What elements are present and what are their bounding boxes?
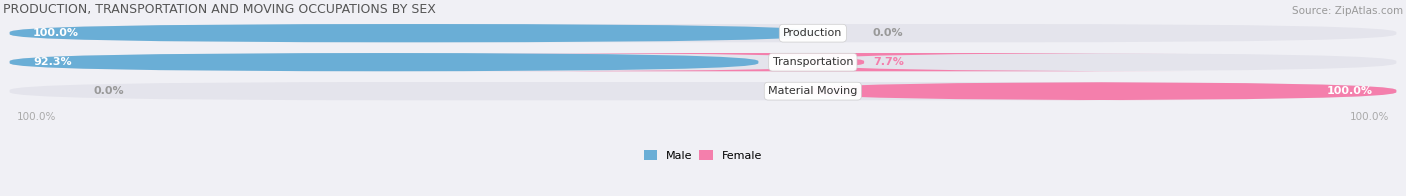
FancyBboxPatch shape: [10, 24, 820, 42]
FancyBboxPatch shape: [479, 53, 1191, 71]
FancyBboxPatch shape: [10, 53, 1396, 71]
Text: PRODUCTION, TRANSPORTATION AND MOVING OCCUPATIONS BY SEX: PRODUCTION, TRANSPORTATION AND MOVING OC…: [3, 3, 436, 16]
Text: 0.0%: 0.0%: [94, 86, 125, 96]
Text: 100.0%: 100.0%: [32, 28, 79, 38]
Legend: Male, Female: Male, Female: [640, 146, 766, 165]
FancyBboxPatch shape: [10, 82, 1396, 100]
Text: Source: ZipAtlas.com: Source: ZipAtlas.com: [1292, 6, 1403, 16]
Text: 100.0%: 100.0%: [17, 112, 56, 122]
FancyBboxPatch shape: [806, 82, 1396, 100]
FancyBboxPatch shape: [10, 24, 1396, 42]
Text: Production: Production: [783, 28, 842, 38]
Text: Material Moving: Material Moving: [768, 86, 858, 96]
Text: 0.0%: 0.0%: [873, 28, 903, 38]
Text: 100.0%: 100.0%: [1327, 86, 1374, 96]
Text: 92.3%: 92.3%: [32, 57, 72, 67]
Text: 100.0%: 100.0%: [1350, 112, 1389, 122]
Text: 7.7%: 7.7%: [873, 57, 904, 67]
FancyBboxPatch shape: [10, 53, 758, 71]
Text: Transportation: Transportation: [772, 57, 853, 67]
